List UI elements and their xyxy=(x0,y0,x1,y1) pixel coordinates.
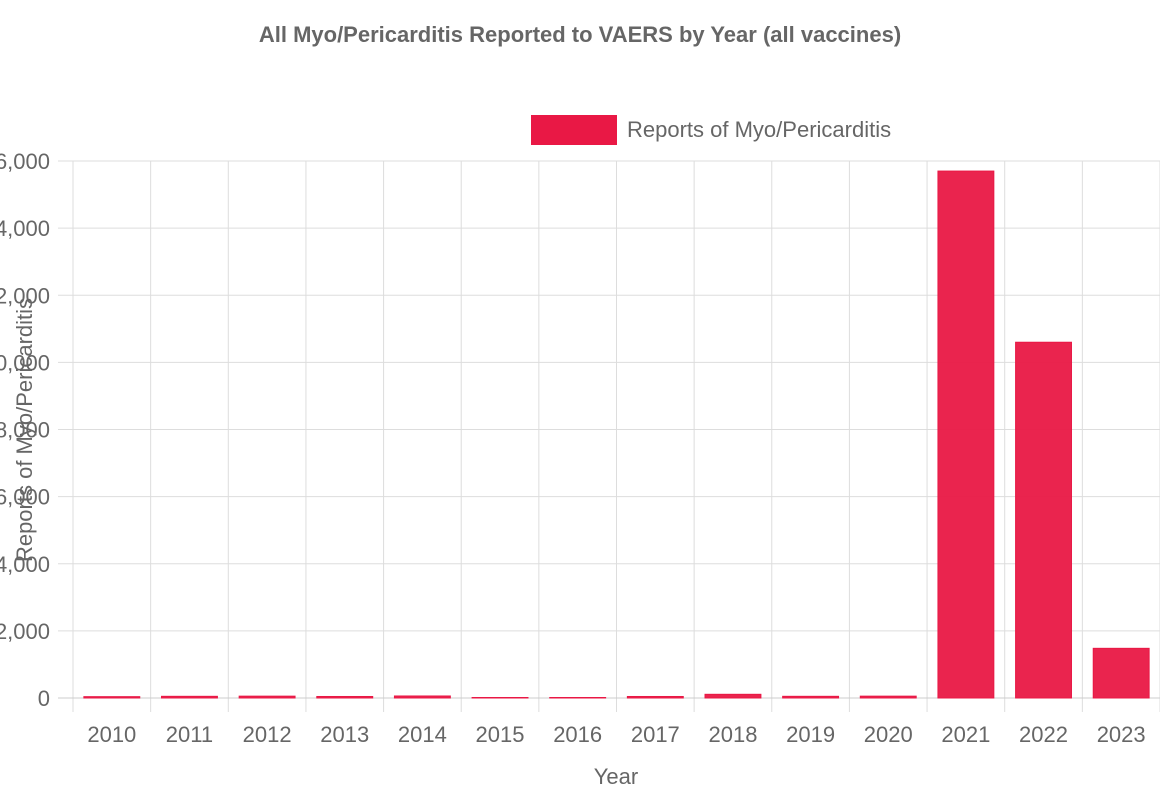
legend-swatch xyxy=(531,115,617,145)
x-axis-ticks: 2010 2011 2012 2013 2014 2015 2016 2017 2018 2019… xyxy=(87,722,1145,747)
bar-2018[interactable] xyxy=(704,693,762,699)
bar-2017[interactable] xyxy=(626,695,684,699)
bar-2023[interactable] xyxy=(1092,647,1150,699)
y-tick-label: 4,000 xyxy=(0,552,50,577)
x-tick-label: 2021 xyxy=(941,722,990,747)
x-tick-label: 2010 xyxy=(87,722,136,747)
bar-2012[interactable] xyxy=(238,695,296,699)
x-tick-label: 2018 xyxy=(708,722,757,747)
x-tick-label: 2012 xyxy=(243,722,292,747)
x-tick-label: 2013 xyxy=(320,722,369,747)
x-tick-label: 2014 xyxy=(398,722,447,747)
y-tick-label: 0 xyxy=(38,686,50,711)
bar-2016[interactable] xyxy=(549,697,607,699)
x-tick-label: 2020 xyxy=(864,722,913,747)
x-axis-title: Year xyxy=(594,764,638,789)
x-tick-label: 2022 xyxy=(1019,722,1068,747)
chart-title: All Myo/Pericarditis Reported to VAERS b… xyxy=(259,22,901,47)
bar-2010[interactable] xyxy=(83,696,141,699)
y-axis-title: Reports of Myo/Pericarditis xyxy=(12,298,37,562)
x-tick-label: 2023 xyxy=(1097,722,1146,747)
bar-2011[interactable] xyxy=(161,695,218,699)
y-tick-label: 10,000 xyxy=(0,350,50,375)
bar-2021[interactable] xyxy=(937,170,995,699)
y-tick-label: 6,000 xyxy=(0,485,50,510)
bar-2019[interactable] xyxy=(782,695,840,699)
y-tick-label: 8,000 xyxy=(0,418,50,443)
bar-2015[interactable] xyxy=(471,697,529,699)
x-tick-label: 2019 xyxy=(786,722,835,747)
x-tick-label: 2011 xyxy=(166,722,213,747)
bar-2013[interactable] xyxy=(316,695,374,699)
gridlines xyxy=(58,160,1160,712)
y-tick-label: 12,000 xyxy=(0,283,50,308)
y-axis-ticks: 0 2,000 4,000 6,000 8,000 10,000 12,000 14,000 1… xyxy=(0,149,50,711)
y-tick-label: 16,000 xyxy=(0,149,50,174)
legend[interactable]: Reports of Myo/Pericarditis xyxy=(531,115,891,145)
y-tick-label: 14,000 xyxy=(0,216,50,241)
bar-2020[interactable] xyxy=(859,695,917,699)
bar-2022[interactable] xyxy=(1015,341,1072,699)
legend-label: Reports of Myo/Pericarditis xyxy=(627,117,891,142)
y-tick-label: 2,000 xyxy=(0,619,50,644)
x-tick-label: 2015 xyxy=(476,722,525,747)
bar-2014[interactable] xyxy=(393,695,451,699)
x-tick-label: 2017 xyxy=(631,722,680,747)
bars xyxy=(83,170,1150,699)
x-tick-label: 2016 xyxy=(553,722,602,747)
